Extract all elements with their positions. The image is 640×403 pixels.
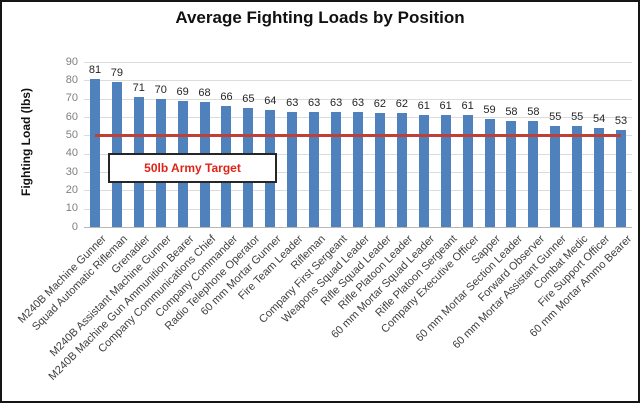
bar-value-label: 63 bbox=[308, 96, 321, 109]
y-tick-label: 40 bbox=[65, 147, 78, 160]
bar-value-label: 71 bbox=[132, 81, 145, 94]
bar-value-label: 59 bbox=[483, 103, 496, 116]
bar bbox=[506, 120, 517, 227]
bar bbox=[572, 126, 583, 227]
gridline bbox=[84, 98, 632, 100]
bar-value-label: 53 bbox=[614, 114, 628, 127]
bar bbox=[594, 128, 605, 227]
y-tick-label: 50 bbox=[65, 128, 78, 141]
y-tick-label: 10 bbox=[65, 202, 78, 215]
bar bbox=[287, 111, 298, 227]
gridline bbox=[84, 80, 632, 82]
bar-value-label: 58 bbox=[527, 105, 540, 118]
bar-value-label: 54 bbox=[592, 113, 606, 125]
bar-value-label: 63 bbox=[351, 96, 365, 109]
bar-value-label: 61 bbox=[461, 100, 474, 113]
bar-value-label: 81 bbox=[88, 63, 102, 76]
bar-value-label: 58 bbox=[505, 105, 518, 118]
bar bbox=[396, 113, 407, 227]
y-tick-label: 30 bbox=[65, 165, 78, 178]
y-tick-label: 90 bbox=[65, 55, 78, 68]
bar bbox=[484, 118, 495, 227]
y-tick-label: 70 bbox=[65, 92, 78, 105]
bar-value-label: 63 bbox=[286, 96, 299, 109]
bar-value-label: 70 bbox=[154, 83, 167, 96]
bar bbox=[616, 129, 627, 227]
bar-value-label: 61 bbox=[417, 100, 430, 113]
y-tick-label: 0 bbox=[71, 220, 78, 233]
bar-value-label: 63 bbox=[329, 96, 343, 109]
bar-value-label: 69 bbox=[176, 85, 189, 98]
gridline bbox=[84, 62, 632, 63]
bar bbox=[528, 120, 539, 227]
y-axis-title: Fighting Load (lbs) bbox=[19, 88, 33, 196]
bar-value-label: 66 bbox=[220, 91, 233, 103]
x-axis-line bbox=[84, 227, 632, 228]
bar bbox=[374, 113, 385, 227]
bar-value-label: 61 bbox=[439, 100, 452, 113]
bar bbox=[550, 126, 561, 227]
chart-title: Average Fighting Loads by Position bbox=[175, 8, 465, 27]
reference-line bbox=[94, 134, 622, 137]
bar-value-label: 62 bbox=[395, 98, 408, 111]
y-tick-label: 20 bbox=[65, 183, 78, 196]
target-label-box: 50lb Army Target bbox=[108, 153, 277, 183]
target-label-text: 50lb Army Target bbox=[144, 161, 241, 175]
bar bbox=[418, 115, 429, 227]
bar-value-label: 65 bbox=[242, 92, 255, 105]
bar bbox=[462, 115, 473, 227]
bar-value-label: 68 bbox=[198, 87, 211, 100]
y-tick-label: 60 bbox=[65, 110, 78, 123]
bar-value-label: 79 bbox=[110, 67, 123, 80]
bar bbox=[353, 111, 363, 227]
bar-value-label: 62 bbox=[373, 98, 387, 111]
bar-value-label: 55 bbox=[549, 111, 562, 124]
bar-value-label: 55 bbox=[571, 111, 584, 124]
bar bbox=[331, 111, 342, 227]
bar bbox=[309, 111, 320, 227]
y-tick-label: 80 bbox=[65, 73, 78, 86]
bar bbox=[440, 115, 451, 227]
bar-value-label: 64 bbox=[264, 94, 277, 107]
bar bbox=[89, 78, 100, 227]
